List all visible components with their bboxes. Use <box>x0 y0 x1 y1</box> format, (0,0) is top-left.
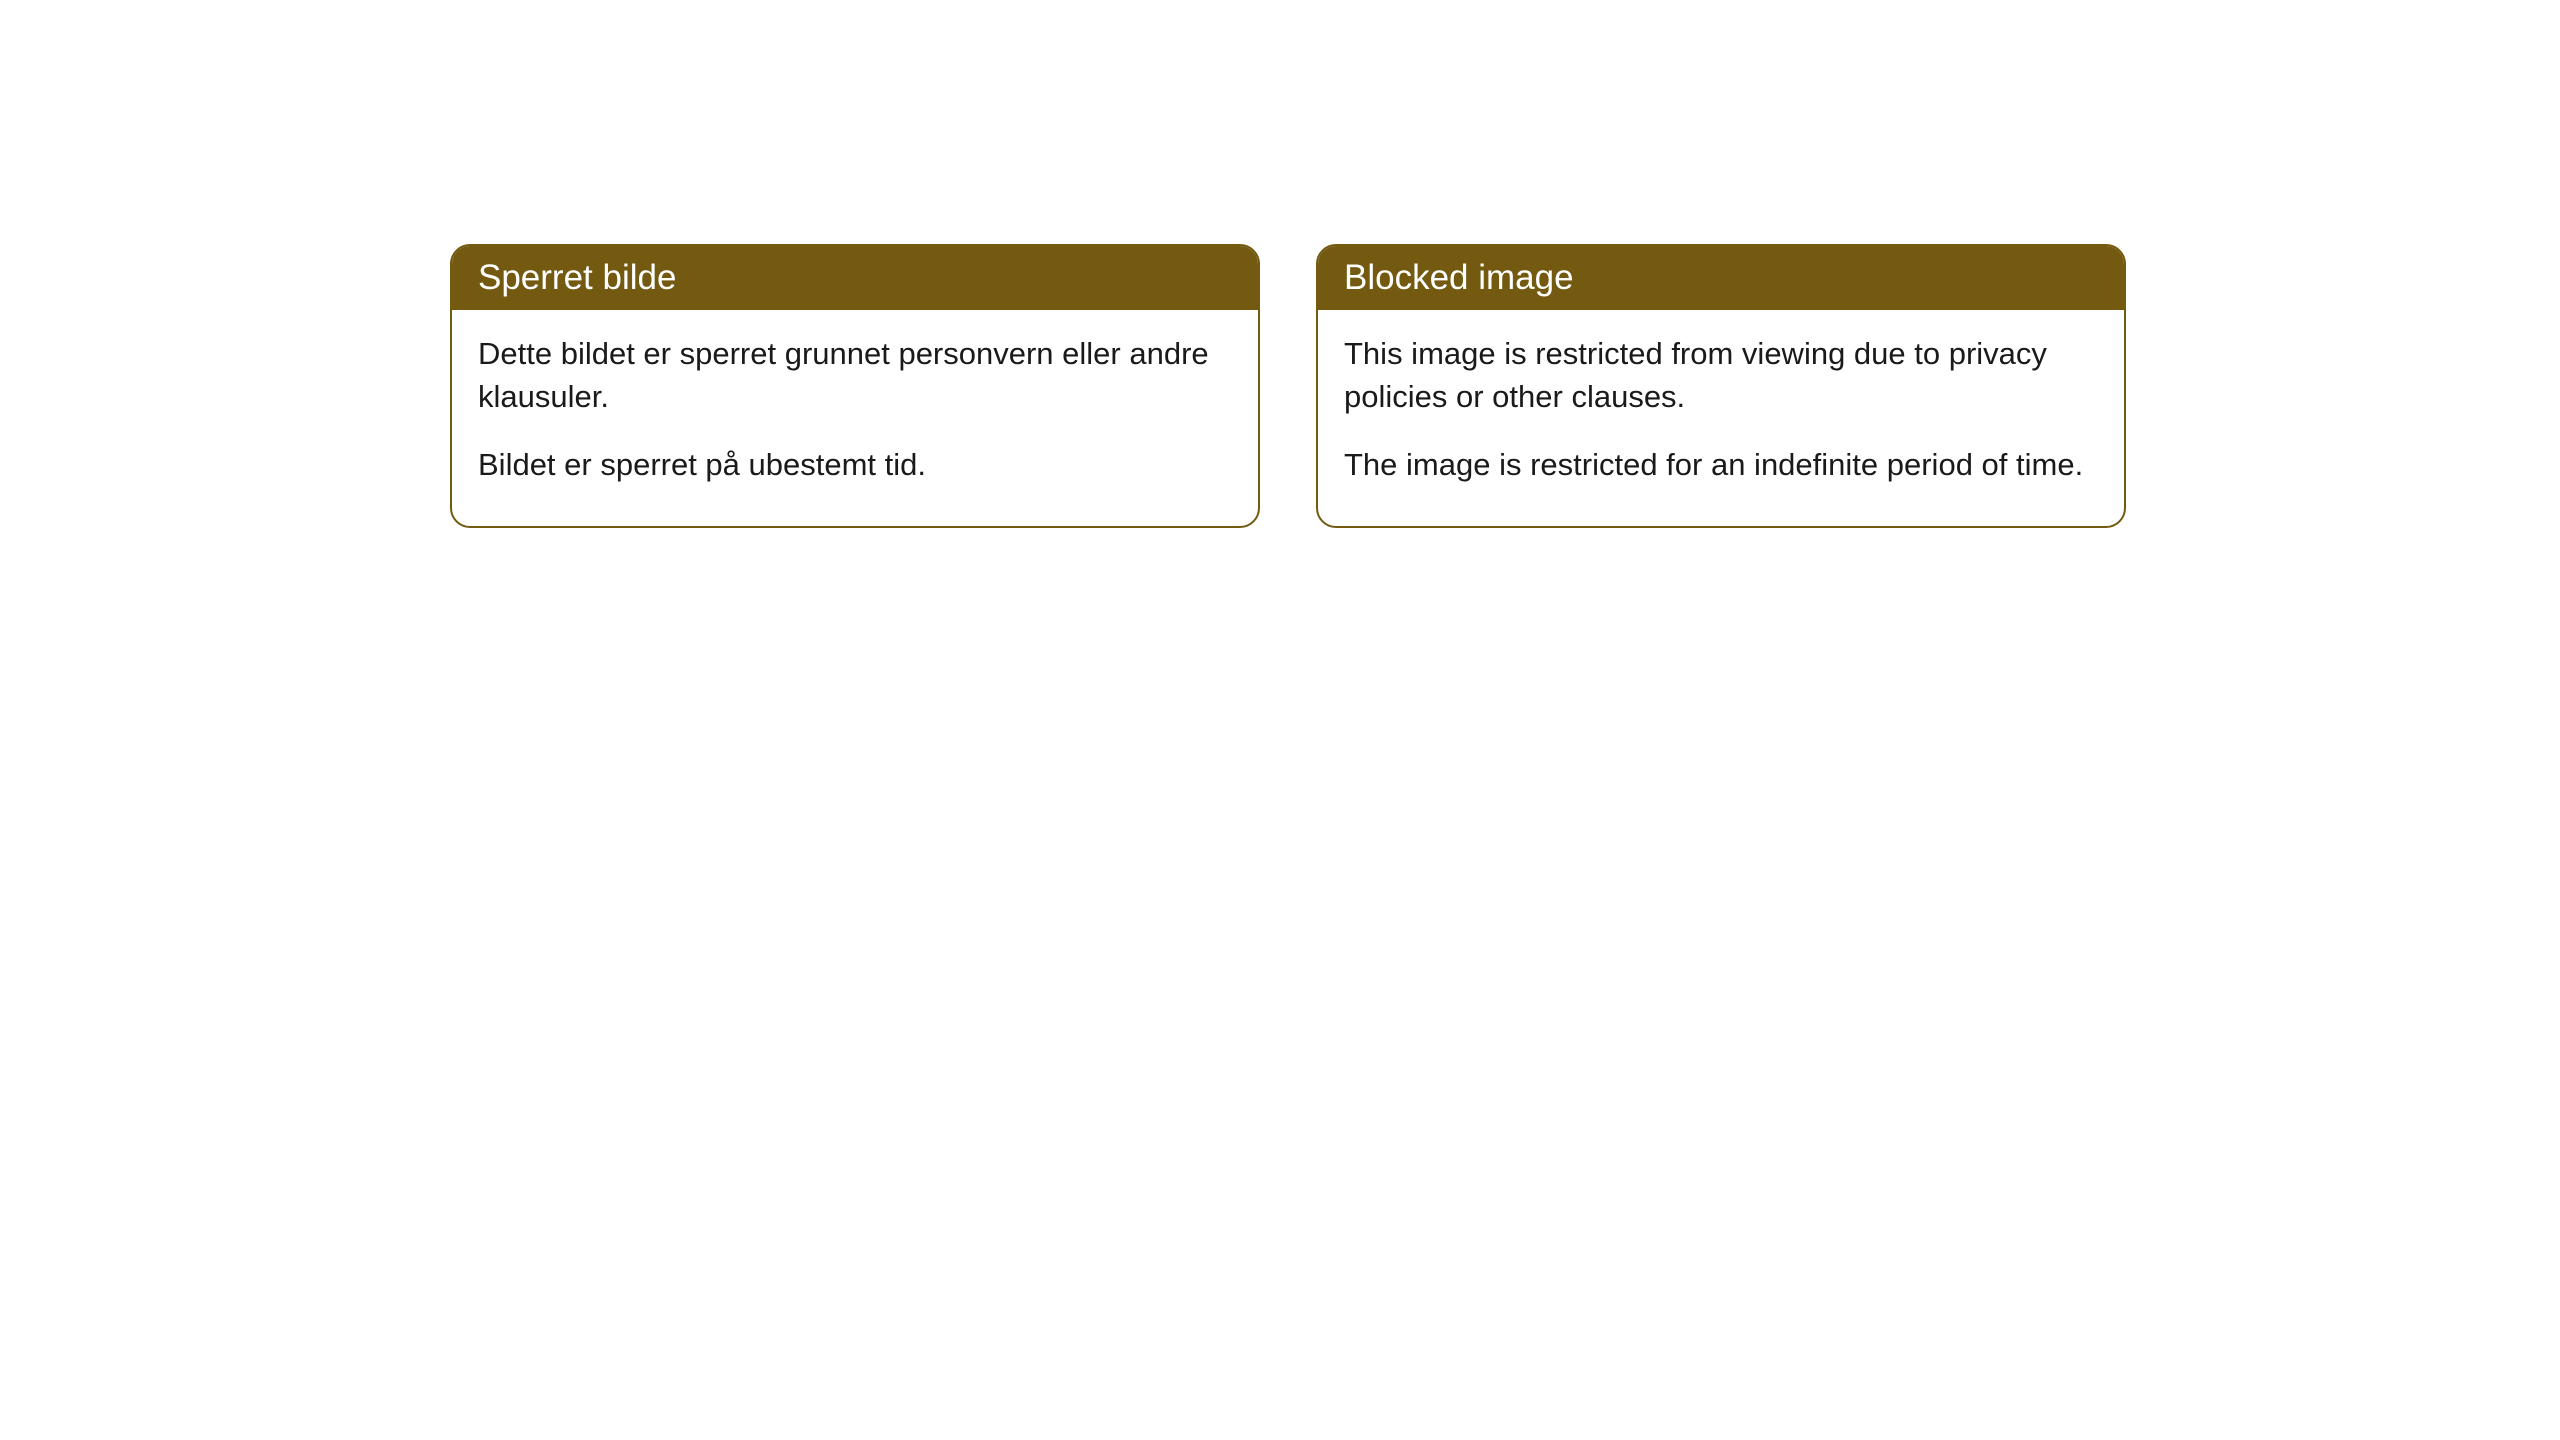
notice-cards-container: Sperret bilde Dette bildet er sperret gr… <box>450 244 2126 528</box>
notice-card-norwegian: Sperret bilde Dette bildet er sperret gr… <box>450 244 1260 528</box>
card-header: Sperret bilde <box>452 246 1258 310</box>
card-paragraph: Dette bildet er sperret grunnet personve… <box>478 332 1232 419</box>
card-title: Sperret bilde <box>478 258 676 297</box>
card-title: Blocked image <box>1344 258 1574 297</box>
card-paragraph: The image is restricted for an indefinit… <box>1344 443 2098 486</box>
card-paragraph: This image is restricted from viewing du… <box>1344 332 2098 419</box>
card-body: Dette bildet er sperret grunnet personve… <box>452 310 1258 526</box>
notice-card-english: Blocked image This image is restricted f… <box>1316 244 2126 528</box>
card-header: Blocked image <box>1318 246 2124 310</box>
card-paragraph: Bildet er sperret på ubestemt tid. <box>478 443 1232 486</box>
card-body: This image is restricted from viewing du… <box>1318 310 2124 526</box>
